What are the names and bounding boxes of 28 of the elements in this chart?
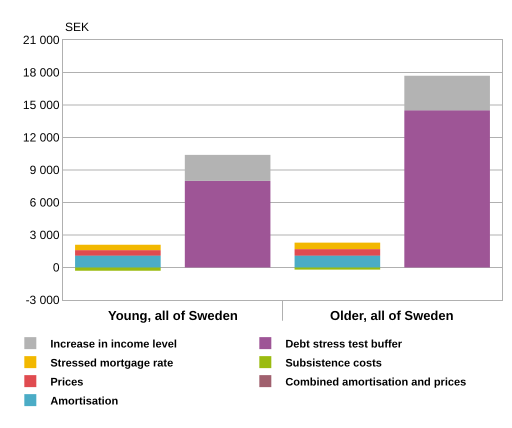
text: Older, all of Sweden xyxy=(330,308,454,323)
bar xyxy=(184,180,270,268)
text: Young, all of Sweden xyxy=(108,308,238,323)
y-tick-label: 15 000 xyxy=(22,98,60,112)
legend-label: Subsistence costs xyxy=(285,357,382,370)
bar xyxy=(404,110,490,268)
y-tick-label: 9 000 xyxy=(30,163,60,178)
bar xyxy=(75,244,161,250)
legend-label: Amortisation xyxy=(50,395,118,408)
legend-label: Combined amortisation and prices xyxy=(285,376,466,388)
y-tick-label: 18 000 xyxy=(22,66,60,80)
bar xyxy=(294,256,380,268)
y-tick-label: 6 000 xyxy=(30,196,60,210)
legend-label: Stressed mortgage rate xyxy=(50,357,174,370)
y-tick-label: 0 xyxy=(52,260,60,275)
bar xyxy=(75,268,161,271)
y-tick-label: 12 000 xyxy=(22,130,60,145)
y-axis-title: SEK xyxy=(65,20,90,34)
legend-label: Debt stress test buffer xyxy=(285,338,403,350)
y-tick-label: 21 000 xyxy=(22,33,60,48)
y-tick-label: -3 000 xyxy=(26,293,60,308)
bar xyxy=(294,249,380,256)
legend-label: Prices xyxy=(50,376,84,388)
bar xyxy=(294,242,380,250)
bar xyxy=(75,250,161,256)
y-tick-label: 3 000 xyxy=(30,228,60,242)
legend-label: Increase in income level xyxy=(50,338,177,350)
bar xyxy=(75,256,161,268)
